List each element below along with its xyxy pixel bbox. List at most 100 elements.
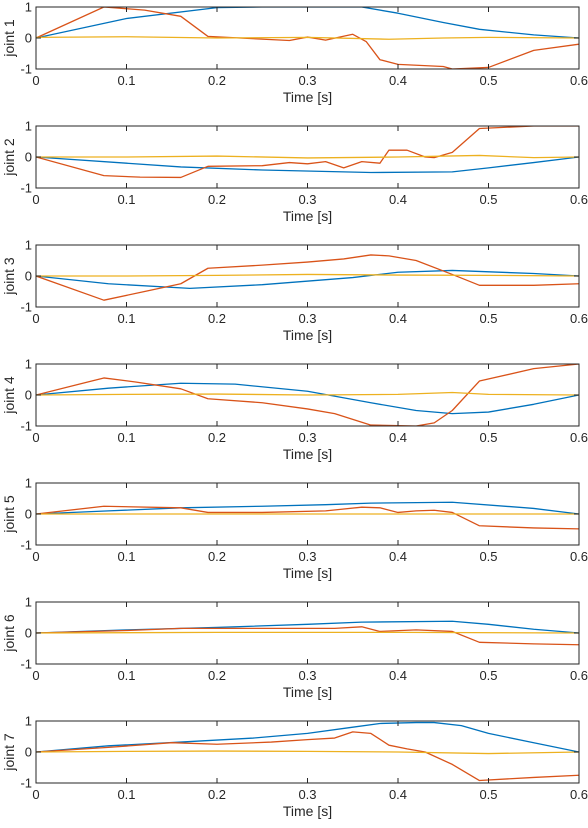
series-line-3 <box>36 154 579 159</box>
series-line-1 <box>36 501 579 515</box>
x-tick-label: 0.2 <box>208 430 226 445</box>
y-tick-label: -1 <box>20 776 32 791</box>
series-line-3 <box>36 273 579 277</box>
x-tick-label: 0.3 <box>298 311 316 326</box>
x-tick-label: 0.1 <box>117 668 135 683</box>
y-tick-label: 0 <box>25 388 32 403</box>
y-axis-label: joint 6 <box>1 614 17 653</box>
x-tick-label: 0.4 <box>389 787 407 802</box>
series-line-2 <box>36 626 579 646</box>
y-tick-label: -1 <box>20 419 32 434</box>
x-tick-label: 0.5 <box>479 192 497 207</box>
x-tick-label: 0.4 <box>389 73 407 88</box>
y-tick-label: 0 <box>25 269 32 284</box>
y-tick-label: 1 <box>25 0 32 15</box>
series-line-2 <box>36 254 579 301</box>
y-tick-label: 0 <box>25 626 32 641</box>
x-tick-label: 0.6 <box>570 549 588 564</box>
x-tick-label: 0.2 <box>208 549 226 564</box>
series-line-2 <box>36 7 579 69</box>
y-tick-label: -1 <box>20 538 32 553</box>
x-tick-label: 0.5 <box>479 549 497 564</box>
x-tick-label: 0.1 <box>117 787 135 802</box>
x-tick-label: 0 <box>32 430 39 445</box>
x-tick-label: 0.3 <box>298 668 316 683</box>
x-tick-label: 0.2 <box>208 192 226 207</box>
x-tick-label: 0.5 <box>479 668 497 683</box>
y-tick-label: -1 <box>20 181 32 196</box>
y-tick-label: 0 <box>25 507 32 522</box>
y-tick-label: 0 <box>25 150 32 165</box>
y-tick-label: 1 <box>25 714 32 729</box>
x-axis-label: Time [s] <box>283 327 332 343</box>
x-tick-label: 0.6 <box>570 192 588 207</box>
series-line-2 <box>36 505 579 530</box>
x-tick-label: 0.6 <box>570 311 588 326</box>
y-axis-label: joint 1 <box>1 19 17 58</box>
y-tick-label: -1 <box>20 657 32 672</box>
y-axis-label: joint 7 <box>1 733 17 772</box>
y-tick-label: -1 <box>20 62 32 77</box>
y-tick-label: 0 <box>25 745 32 760</box>
x-tick-label: 0.2 <box>208 668 226 683</box>
y-tick-label: 1 <box>25 595 32 610</box>
x-tick-label: 0.6 <box>570 430 588 445</box>
x-tick-label: 0.6 <box>570 668 588 683</box>
series-line-1 <box>36 156 579 174</box>
series-line-3 <box>36 750 579 755</box>
y-tick-label: 0 <box>25 31 32 46</box>
x-tick-label: 0.6 <box>570 73 588 88</box>
y-axis-label: joint 4 <box>1 376 17 415</box>
x-tick-label: 0.6 <box>570 787 588 802</box>
x-axis-label: Time [s] <box>283 565 332 581</box>
x-tick-label: 0.3 <box>298 73 316 88</box>
x-tick-label: 0.3 <box>298 430 316 445</box>
y-axis-label: joint 3 <box>1 257 17 296</box>
x-tick-label: 0 <box>32 787 39 802</box>
series-line-2 <box>36 126 579 179</box>
x-tick-label: 0.3 <box>298 787 316 802</box>
x-tick-label: 0.4 <box>389 192 407 207</box>
x-tick-label: 0.4 <box>389 668 407 683</box>
series-line-1 <box>36 269 579 290</box>
x-tick-label: 0 <box>32 549 39 564</box>
series-line-1 <box>36 7 579 39</box>
y-tick-label: 1 <box>25 357 32 372</box>
x-tick-label: 0.1 <box>117 311 135 326</box>
x-tick-label: 0.5 <box>479 787 497 802</box>
y-tick-label: 1 <box>25 238 32 253</box>
x-axis-label: Time [s] <box>283 803 332 819</box>
x-tick-label: 0.1 <box>117 430 135 445</box>
x-tick-label: 0 <box>32 73 39 88</box>
series-line-1 <box>36 721 579 753</box>
x-tick-label: 0 <box>32 311 39 326</box>
x-tick-label: 0.4 <box>389 311 407 326</box>
x-tick-label: 0.2 <box>208 311 226 326</box>
x-axis-label: Time [s] <box>283 446 332 462</box>
series-line-3 <box>36 631 579 634</box>
x-tick-label: 0.2 <box>208 787 226 802</box>
x-tick-label: 0.5 <box>479 73 497 88</box>
x-tick-label: 0.1 <box>117 549 135 564</box>
x-tick-label: 0 <box>32 192 39 207</box>
series-line-2 <box>36 364 579 426</box>
x-tick-label: 0.3 <box>298 549 316 564</box>
x-tick-label: 0.3 <box>298 192 316 207</box>
x-tick-label: 0.4 <box>389 549 407 564</box>
y-tick-label: 1 <box>25 476 32 491</box>
series-line-2 <box>36 731 579 782</box>
y-axis-label: joint 5 <box>1 495 17 534</box>
y-axis-label: joint 2 <box>1 138 17 177</box>
series-line-3 <box>36 391 579 396</box>
x-tick-label: 0.5 <box>479 311 497 326</box>
y-tick-label: -1 <box>20 300 32 315</box>
x-tick-label: 0.2 <box>208 73 226 88</box>
x-tick-label: 0 <box>32 668 39 683</box>
